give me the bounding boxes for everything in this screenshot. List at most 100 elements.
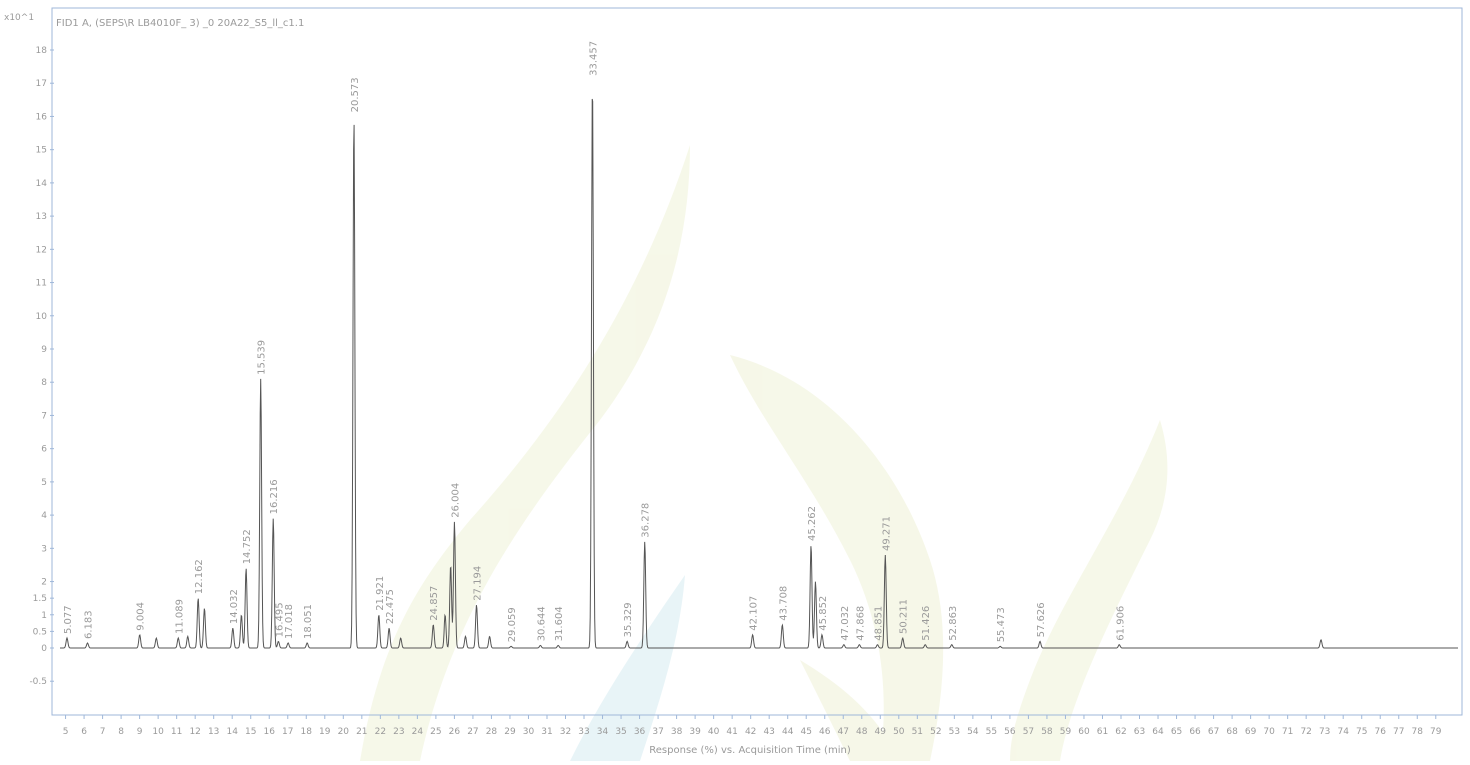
x-tick-label: 55 [986, 727, 997, 737]
x-tick-label: 64 [1152, 727, 1164, 737]
x-tick-label: 13 [208, 727, 219, 737]
y-unit-prefix: x10^1 [4, 13, 34, 23]
x-tick-label: 34 [597, 727, 609, 737]
x-tick-label: 63 [1134, 727, 1145, 737]
x-tick-label: 56 [1004, 727, 1016, 737]
peak-label: 57.626 [1036, 602, 1047, 637]
x-tick-label: 22 [375, 727, 386, 737]
x-tick-label: 60 [1078, 727, 1090, 737]
peak-label: 24.857 [429, 586, 440, 621]
x-tick-label: 19 [319, 727, 331, 737]
y-tick-label: 4 [41, 511, 47, 521]
peak-label: 15.539 [257, 340, 268, 375]
x-tick-label: 25 [430, 727, 441, 737]
peak-label: 14.752 [242, 529, 253, 564]
x-tick-label: 5 [63, 727, 69, 737]
x-tick-label: 31 [541, 727, 552, 737]
y-tick-label: 0.5 [33, 627, 47, 637]
x-tick-label: 74 [1337, 727, 1349, 737]
x-tick-label: 61 [1097, 727, 1108, 737]
peak-label: 35.329 [623, 602, 634, 637]
x-tick-label: 79 [1430, 727, 1442, 737]
peak-label: 11.089 [174, 599, 185, 634]
peak-label: 42.107 [749, 596, 760, 631]
x-tick-label: 28 [486, 727, 498, 737]
peak-label: 22.475 [385, 589, 396, 624]
peak-label: 45.852 [818, 596, 829, 631]
x-tick-label: 52 [930, 727, 941, 737]
y-tick-label: 1 [41, 611, 47, 621]
peak-label: 47.868 [855, 606, 866, 641]
x-tick-label: 29 [504, 727, 516, 737]
peak-label: 52.863 [948, 606, 959, 641]
x-tick-label: 47 [838, 727, 849, 737]
peak-label: 43.708 [778, 586, 789, 621]
x-axis-label: Response (%) vs. Acquisition Time (min) [649, 745, 851, 756]
y-axis: -0.5 0 0.5 1 1.5 2 3 4 5 6 7 8 9 10 11 12 13 14 15 16 17 18 [29, 46, 54, 687]
x-tick-label: 70 [1263, 727, 1275, 737]
x-tick-label: 15 [245, 727, 256, 737]
y-tick-label: 0 [41, 644, 47, 654]
y-tick-label: 3 [41, 544, 47, 554]
x-tick-label: 40 [708, 727, 720, 737]
y-tick-label: 7 [41, 411, 47, 421]
x-tick-label: 68 [1226, 727, 1238, 737]
x-tick-label: 45 [800, 727, 811, 737]
watermark-logo [360, 145, 1168, 761]
y-tick-label: 17 [36, 79, 47, 89]
peak-label: 36.278 [641, 503, 652, 538]
peak-label: 5.077 [63, 605, 74, 634]
x-tick-label: 67 [1208, 727, 1219, 737]
y-tick-label: 18 [36, 46, 48, 56]
peak-label: 50.211 [899, 599, 910, 634]
x-tick-label: 17 [282, 727, 293, 737]
x-tick-label: 49 [875, 727, 887, 737]
x-tick-label: 30 [523, 727, 535, 737]
peak-label: 14.032 [229, 589, 240, 624]
peak-label: 26.004 [451, 483, 462, 518]
x-tick-label: 53 [949, 727, 960, 737]
x-tick-label: 7 [100, 727, 106, 737]
x-tick-label: 12 [189, 727, 200, 737]
peak-label: 12.162 [194, 559, 205, 594]
x-tick-label: 24 [412, 727, 424, 737]
x-tick-label: 78 [1412, 727, 1424, 737]
x-tick-label: 77 [1393, 727, 1404, 737]
x-tick-label: 42 [745, 727, 756, 737]
y-tick-label: 10 [36, 312, 48, 322]
x-tick-label: 38 [671, 727, 683, 737]
peak-label: 55.473 [996, 607, 1007, 642]
plot-frame [51, 7, 1463, 716]
peak-label: 49.271 [881, 516, 892, 551]
x-tick-label: 59 [1060, 727, 1072, 737]
x-tick-label: 66 [1189, 727, 1201, 737]
peak-label: 29.059 [507, 607, 518, 642]
x-tick-label: 65 [1171, 727, 1182, 737]
y-tick-label: 9 [41, 345, 47, 355]
x-tick-label: 73 [1319, 727, 1330, 737]
y-tick-label: 5 [41, 478, 47, 488]
peak-label: 47.032 [840, 606, 851, 641]
x-tick-label: 58 [1041, 727, 1053, 737]
x-tick-label: 43 [763, 727, 774, 737]
peak-labels: 5.077 6.183 9.004 11.089 12.162 14.032 14.752 1… [63, 41, 1126, 642]
x-tick-label: 23 [393, 727, 404, 737]
y-tick-label: -0.5 [29, 677, 47, 687]
x-tick-label: 46 [819, 727, 831, 737]
y-tick-label: 1.5 [33, 594, 47, 604]
x-tick-label: 20 [338, 727, 350, 737]
peak-label: 31.604 [554, 606, 565, 641]
y-tick-label: 14 [36, 179, 48, 189]
x-tick-label: 8 [118, 727, 124, 737]
peak-label: 16.216 [269, 479, 280, 514]
y-tick-label: 2 [41, 578, 47, 588]
peak-label: 33.457 [589, 41, 600, 76]
x-tick-label: 54 [967, 727, 979, 737]
x-tick-label: 76 [1375, 727, 1387, 737]
x-tick-label: 21 [356, 727, 367, 737]
x-tick-label: 75 [1356, 727, 1367, 737]
peak-label: 17.018 [284, 604, 295, 639]
peak-label: 48.851 [874, 606, 885, 641]
x-tick-label: 27 [467, 727, 478, 737]
